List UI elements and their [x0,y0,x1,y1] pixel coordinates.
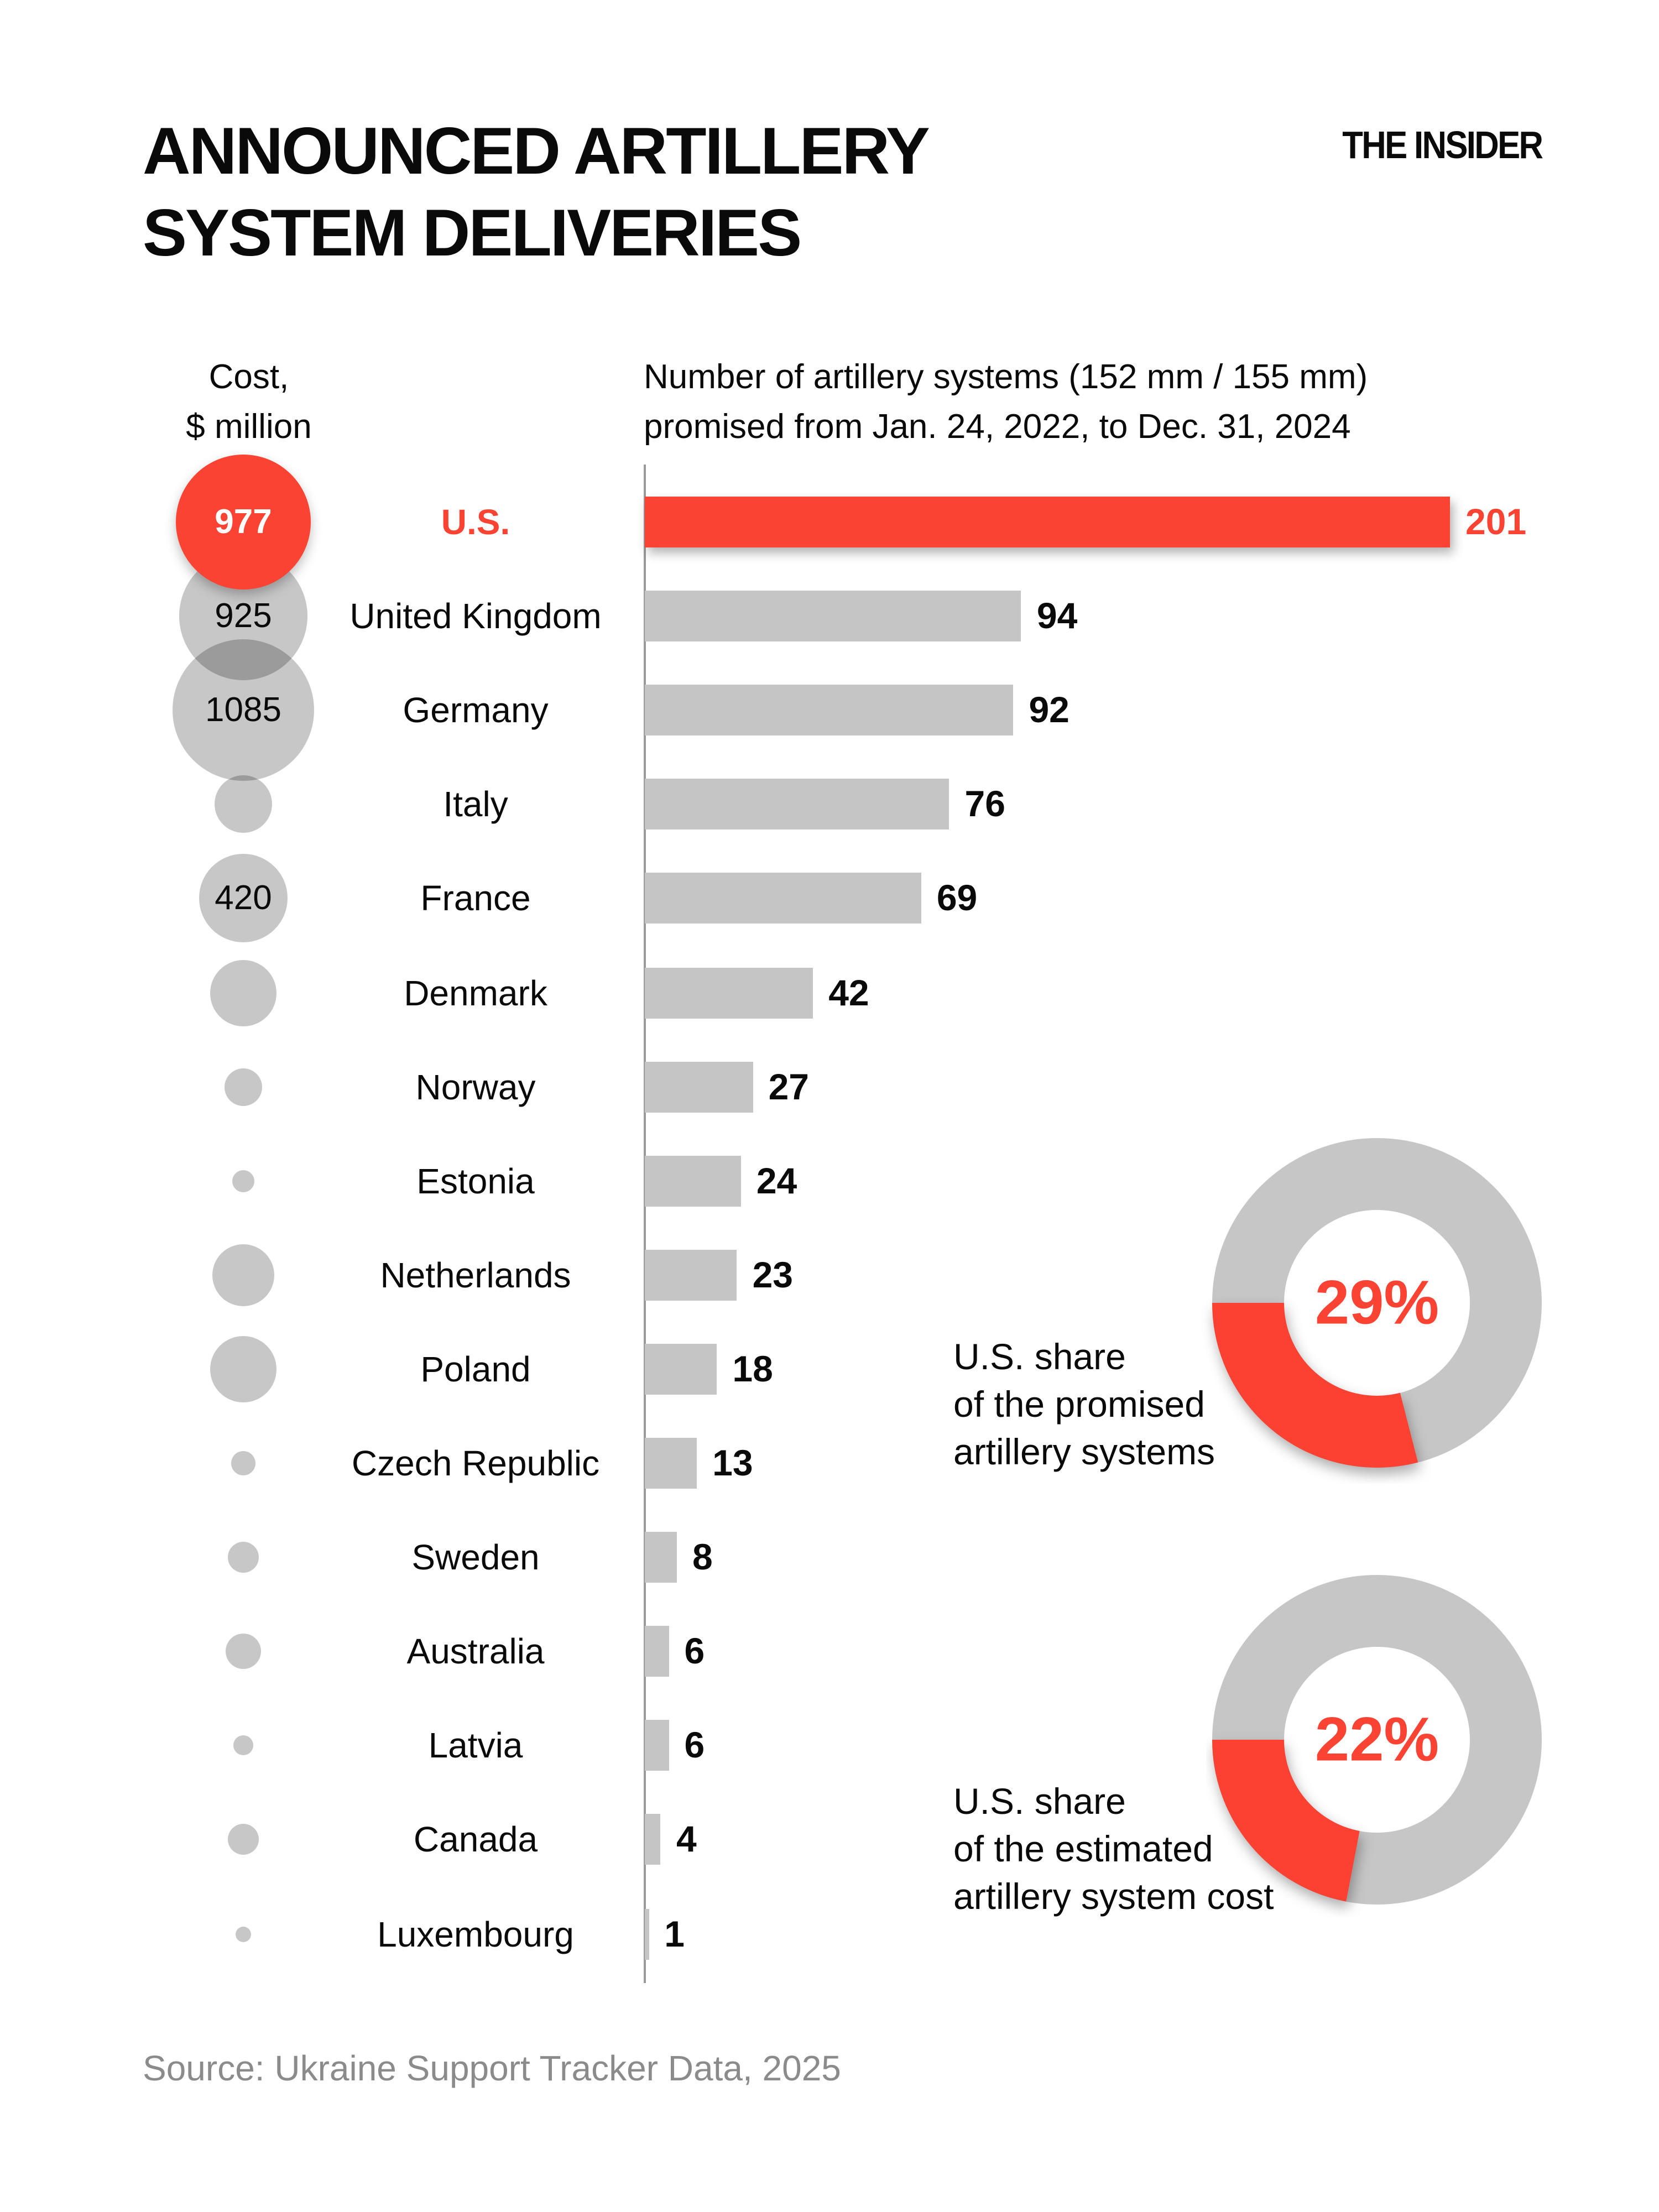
cost-bubble: 977 [176,455,311,589]
cost-bubble: 1085 [173,639,314,781]
country-label: France [420,878,531,919]
value-label: 24 [756,1160,797,1201]
value-label: 4 [676,1818,697,1860]
donut-percent: 22% [1315,1705,1439,1774]
value-bar [645,1908,649,1959]
value-label: 1 [664,1913,685,1954]
page-title: ANNOUNCED ARTILLERY SYSTEM DELIVERIES [143,111,930,274]
value-bar [645,967,813,1018]
page-title-line1: ANNOUNCED ARTILLERY [143,114,930,188]
donut-chart: 29% [1189,1115,1565,1496]
donut-caption-line: artillery systems [953,1431,1215,1472]
value-label: 8 [692,1536,713,1578]
value-bar [645,1532,677,1583]
value-label: 42 [828,972,869,1013]
value-label: 69 [936,877,978,919]
cost-bubble-value: 925 [215,596,272,635]
cost-bubble-value: 420 [215,878,272,917]
country-label: Estonia [416,1161,535,1201]
value-bar [645,873,921,924]
value-bar [645,497,1451,547]
country-label: Netherlands [380,1255,571,1295]
donut-percent: 29% [1315,1268,1439,1337]
value-bar [645,1343,717,1395]
cost-bubble [215,775,272,833]
value-bar [645,1155,741,1207]
donut-accent-slice [1212,1302,1418,1468]
cost-bubble [210,1335,276,1402]
country-label: U.S. [441,502,510,542]
value-label: 94 [1036,595,1078,637]
country-label: Latvia [428,1725,523,1766]
value-label: 201 [1465,501,1527,542]
cost-column-header-line1: Cost, [208,357,289,396]
donut-caption-line: U.S. share [953,1781,1126,1822]
cost-bubble-value: 977 [215,502,272,541]
value-label: 6 [684,1724,705,1766]
donut-caption-line: of the promised [953,1384,1205,1425]
value-bar [645,1061,753,1113]
cost-bubble [226,1634,261,1670]
y-axis-line [644,465,646,1983]
value-bar [645,591,1021,642]
cost-bubble [225,1068,262,1106]
donut-ring [1212,1575,1542,1905]
value-label: 92 [1029,689,1070,731]
donut-accent-slice [1212,1739,1360,1902]
donut-caption-line: artillery system cost [953,1876,1274,1917]
country-label: Denmark [404,973,547,1013]
donut-chart: 22% [1189,1552,1565,1933]
donut-caption-line: of the estimated [953,1828,1213,1869]
value-bar [645,1249,737,1301]
country-label: Norway [415,1067,536,1107]
value-bar [645,685,1014,736]
country-label: Czech Republic [351,1443,600,1483]
cost-bubble: 420 [199,854,288,943]
value-label: 18 [732,1348,773,1389]
value-label: 23 [752,1254,794,1295]
value-label: 76 [964,783,1005,825]
country-label: Germany [403,690,549,731]
cost-bubble [236,1926,251,1942]
cost-bubble [233,1735,253,1756]
value-label: 27 [768,1066,809,1107]
country-label: Italy [443,784,508,825]
cost-column-header: Cost, $ million [133,352,365,451]
cost-bubble [228,1542,259,1573]
cost-bubble [210,959,276,1026]
country-label: United Kingdom [349,596,602,637]
source-note: Source: Ukraine Support Tracker Data, 20… [143,2048,841,2088]
value-bar [645,1438,697,1489]
country-label: Poland [420,1349,531,1389]
value-bar [645,1814,661,1865]
page-title-line2: SYSTEM DELIVERIES [143,196,802,270]
donut-caption-line: U.S. share [953,1336,1126,1377]
country-label: Sweden [411,1537,540,1578]
cost-bubble [228,1824,259,1855]
bar-column-header-line2: promised from Jan. 24, 2022, to Dec. 31,… [644,407,1351,446]
value-bar [645,779,950,830]
donut-caption: U.S. share of the promised artillery syste… [953,1333,1215,1475]
donut-caption: U.S. share of the estimated artillery syst… [953,1777,1274,1920]
bar-column-header: Number of artillery systems (152 mm / 15… [644,352,1368,451]
brand-logo: THE INSIDER [1342,124,1543,167]
value-bar [645,1626,669,1677]
cost-bubble-value: 1085 [205,690,281,729]
country-label: Canada [413,1819,538,1860]
cost-bubble [231,1451,255,1475]
cost-bubble [232,1170,254,1192]
value-label: 6 [684,1630,705,1672]
cost-column-header-line2: $ million [186,407,312,446]
bar-column-header-line1: Number of artillery systems (152 mm / 15… [644,357,1368,396]
value-label: 13 [712,1442,753,1483]
country-label: Australia [406,1631,545,1672]
cost-bubble [212,1244,274,1306]
country-label: Luxembourg [377,1914,574,1954]
value-bar [645,1720,669,1771]
